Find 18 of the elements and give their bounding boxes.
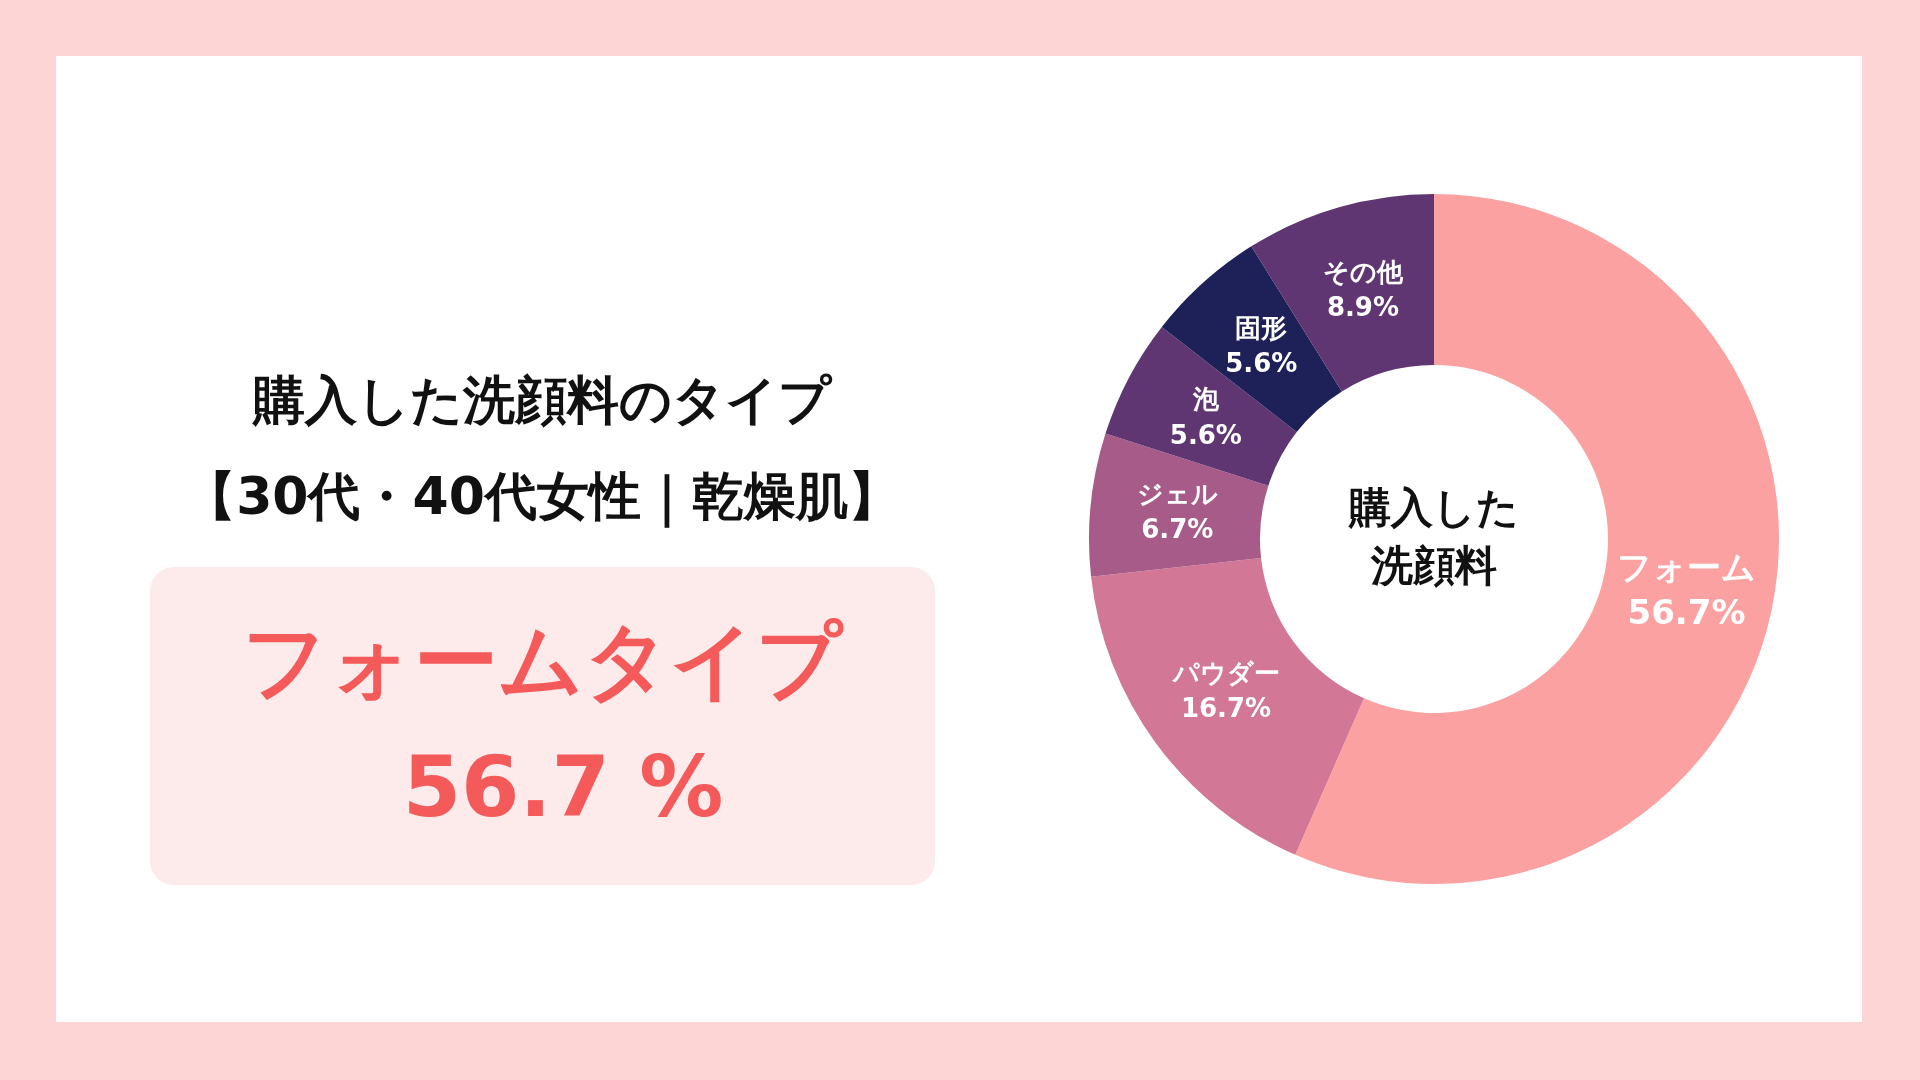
data-label: 5.6% <box>1169 419 1242 450</box>
text: 洗顔料 <box>1370 540 1497 590</box>
slice-label: フォーム <box>1617 546 1756 587</box>
data-label: 8.9% <box>1326 292 1399 323</box>
slice-label: ジェル <box>1136 479 1218 510</box>
text: フォームタイプ <box>242 611 844 710</box>
text: 56.7 % <box>402 737 724 836</box>
text: 購入した洗顔料のタイプ <box>252 370 833 430</box>
slice-label: 泡 <box>1191 384 1220 415</box>
data-label: 56.7% <box>1627 592 1746 633</box>
data-label: 16.7% <box>1180 692 1272 723</box>
slice-label: パウダー <box>1170 657 1280 688</box>
slice-label: その他 <box>1322 256 1404 287</box>
text: 購入した <box>1348 482 1519 532</box>
text: 【30代・40代女性｜乾燥肌】 <box>184 466 900 528</box>
slice-label: 固形 <box>1235 313 1288 344</box>
data-label: 5.6% <box>1225 348 1298 379</box>
data-label: 6.7% <box>1141 514 1214 545</box>
